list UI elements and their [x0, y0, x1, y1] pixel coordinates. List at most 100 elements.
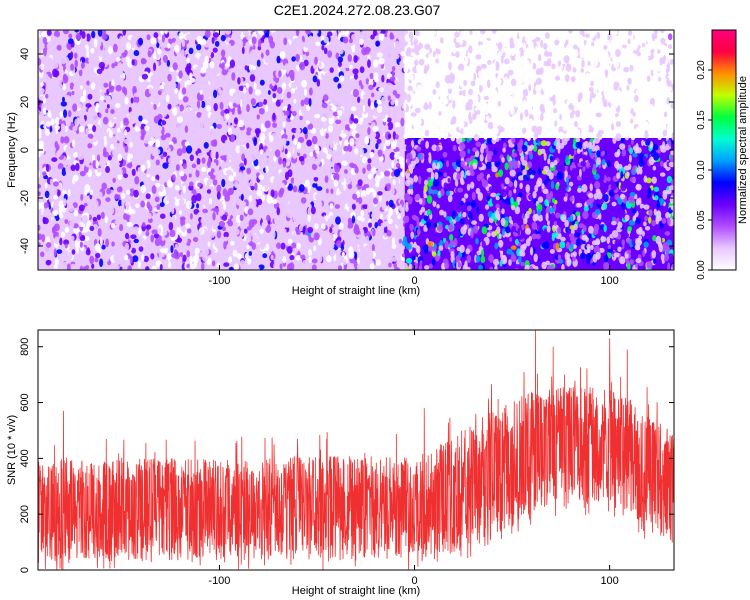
heatmap-cell	[293, 178, 298, 185]
heatmap-cell	[616, 172, 621, 179]
heatmap-cell	[246, 167, 252, 175]
heatmap-cell	[313, 232, 320, 241]
heatmap-cell	[310, 115, 314, 124]
heatmap-cell	[363, 183, 370, 189]
heatmap-cell	[253, 200, 257, 207]
heatmap-cell	[221, 69, 228, 76]
heatmap-cell	[157, 128, 161, 136]
heatmap-cell	[359, 66, 365, 74]
heatmap-cell	[221, 62, 225, 71]
heatmap-cell	[172, 174, 176, 181]
heatmap-cell	[68, 204, 75, 213]
heatmap-cell	[178, 209, 182, 215]
heatmap-cell	[124, 97, 129, 105]
heatmap-cell	[108, 87, 114, 93]
heatmap-cell	[513, 188, 517, 194]
heatmap-cell	[340, 40, 344, 50]
heatmap-cell	[448, 61, 452, 71]
heatmap-cell	[353, 261, 359, 266]
heatmap-cell	[334, 226, 338, 235]
heatmap-cell	[617, 163, 623, 169]
heatmap-cell	[288, 69, 295, 78]
heatmap-cell	[354, 139, 360, 146]
heatmap-cell	[276, 125, 281, 133]
heatmap-cell	[194, 57, 199, 63]
heatmap-cell	[184, 65, 191, 74]
heatmap-cell	[344, 62, 350, 69]
heatmap-cell	[53, 209, 59, 217]
heatmap-cell	[270, 189, 275, 198]
heatmap-cell	[452, 144, 457, 152]
heatmap-cell	[227, 128, 233, 136]
heatmap-cell	[489, 171, 495, 178]
heatmap-cell	[540, 140, 547, 147]
heatmap-cell	[239, 186, 243, 195]
heatmap-cell	[154, 83, 161, 92]
heatmap-cell	[243, 158, 247, 166]
heatmap-cell	[527, 150, 533, 156]
heatmap-cell	[428, 155, 432, 164]
heatmap-cell	[148, 86, 153, 95]
heatmap-cell	[329, 215, 334, 223]
heatmap-cell	[529, 246, 534, 256]
heatmap-cell	[166, 172, 170, 182]
heatmap-cell	[157, 48, 162, 55]
heatmap-cell	[380, 222, 387, 228]
heatmap-cell	[472, 147, 478, 153]
heatmap-cell	[519, 182, 523, 190]
heatmap-cell	[56, 144, 60, 151]
heatmap-cell	[57, 82, 63, 90]
heatmap-cell	[284, 63, 289, 69]
heatmap-cell	[329, 248, 336, 257]
heatmap-cell	[38, 95, 45, 101]
heatmap-cell	[52, 127, 56, 137]
heatmap-cell	[318, 125, 322, 131]
heatmap-cell	[629, 147, 634, 155]
heatmap-cell	[234, 57, 238, 62]
heatmap-cell	[77, 256, 83, 263]
heatmap-cell	[99, 95, 105, 101]
heatmap-cell	[347, 54, 353, 62]
heatmap-cell	[390, 34, 395, 40]
heatmap-cell	[270, 141, 274, 149]
heatmap-cell	[282, 121, 286, 128]
heatmap-cell	[635, 237, 642, 247]
heatmap-cell	[594, 208, 601, 216]
heatmap-cell	[279, 171, 285, 178]
heatmap-cell	[70, 63, 75, 71]
heatmap-cell	[115, 264, 120, 270]
heatmap-cell	[286, 91, 292, 99]
heatmap-cell	[646, 75, 651, 82]
heatmap-cell	[197, 60, 203, 66]
heatmap-cell	[582, 141, 588, 150]
heatmap-cell	[58, 213, 64, 219]
heatmap-cell	[199, 89, 203, 95]
heatmap-cell	[391, 243, 397, 250]
heatmap-cell	[521, 119, 526, 129]
heatmap-cell	[48, 170, 54, 178]
heatmap-cell	[480, 63, 487, 70]
heatmap-cell	[513, 179, 518, 189]
heatmap-cell	[265, 243, 270, 252]
heatmap-cell	[290, 106, 295, 112]
heatmap-cell	[120, 57, 127, 63]
heatmap-cell	[169, 229, 176, 238]
heatmap-cell	[244, 65, 249, 71]
heatmap-cell	[593, 193, 598, 200]
heatmap-cell	[63, 56, 70, 64]
heatmap-cell	[105, 197, 111, 202]
heatmap-cell	[601, 158, 606, 166]
heatmap-cell	[549, 161, 555, 168]
heatmap-cell	[436, 67, 441, 74]
heatmap-cell	[386, 52, 393, 61]
heatmap-cell	[160, 154, 164, 160]
heatmap-cell	[299, 203, 304, 212]
heatmap-cell	[304, 39, 311, 49]
heatmap-cell	[379, 155, 384, 162]
heatmap-cell	[404, 226, 410, 233]
heatmap-cell	[379, 142, 384, 150]
heatmap-cell	[312, 183, 316, 188]
heatmap-cell	[196, 164, 202, 171]
heatmap-cell	[201, 262, 205, 270]
heatmap-cell	[449, 240, 455, 247]
